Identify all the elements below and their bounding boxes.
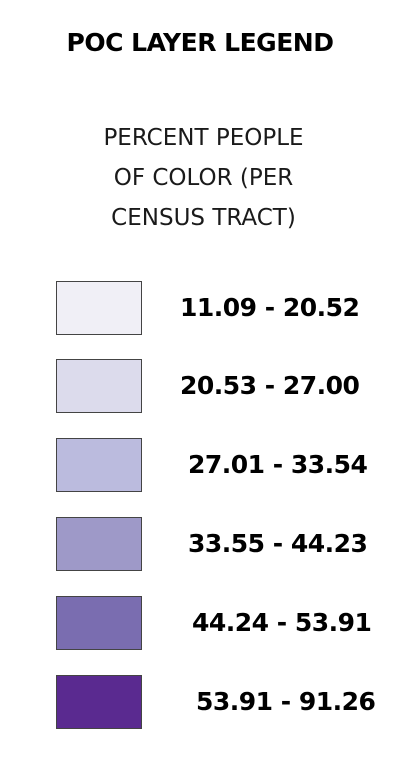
color-swatch [56,281,142,335]
range-label: 11.09 - 20.52 [180,293,360,322]
legend-item: 44.24 - 53.91 [0,596,407,652]
legend-item: 11.09 - 20.52 [0,281,407,337]
range-label: 44.24 - 53.91 [192,608,372,637]
legend-subtitle: PERCENT PEOPLE OF COLOR (PER CENSUS TRAC… [103,125,304,231]
range-label: 33.55 - 44.23 [188,529,368,558]
color-swatch [56,596,142,650]
legend-title: POC LAYER LEGEND [66,28,334,57]
color-swatch [56,675,142,729]
legend-item: 20.53 - 27.00 [0,359,407,415]
range-label: 20.53 - 27.00 [180,371,360,400]
color-swatch [56,517,142,571]
color-swatch [56,359,142,413]
range-label: 27.01 - 33.54 [188,450,368,479]
color-swatch [56,438,142,492]
range-label: 53.91 - 91.26 [196,687,376,716]
legend-item: 27.01 - 33.54 [0,438,407,494]
legend-item: 33.55 - 44.23 [0,517,407,573]
legend-item: 53.91 - 91.26 [0,675,407,731]
